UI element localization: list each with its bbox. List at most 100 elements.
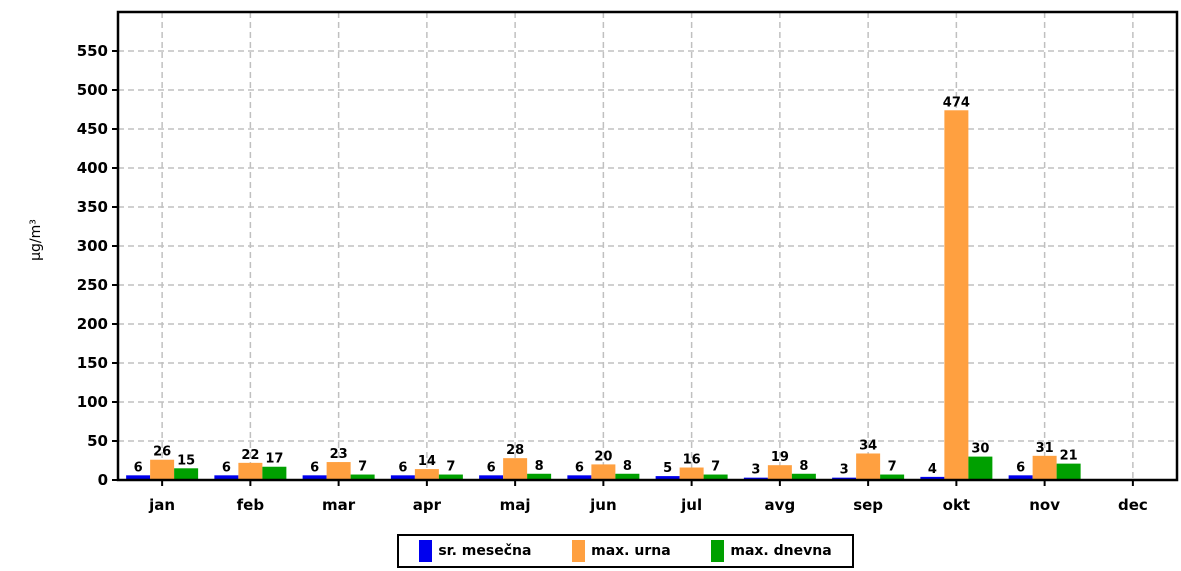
x-tick-label: okt [943,496,970,514]
bar [944,110,969,480]
x-tick-label: mar [322,496,356,514]
y-tick-label: 50 [87,432,108,450]
data-label: 6 [1016,460,1025,475]
data-label: 31 [1036,441,1054,456]
legend-label-max-urna: max. urna [591,543,671,559]
legend-item-max-dnevna: max. dnevna [711,540,832,562]
data-label: 8 [623,459,632,474]
data-label: 28 [506,443,524,458]
data-label: 7 [446,460,455,475]
legend-label-max-dnevna: max. dnevna [730,543,832,559]
data-label: 3 [751,463,760,478]
x-tick-label: nov [1029,496,1060,514]
data-label: 7 [358,460,367,475]
y-tick-label: 100 [77,393,108,411]
bar [262,466,287,480]
bar [126,475,151,480]
legend-swatch-sr-mesecna [419,540,433,562]
data-label: 26 [153,445,171,460]
x-tick-label: apr [413,496,442,514]
data-label: 6 [398,460,407,475]
data-label: 22 [241,448,259,463]
bar [1056,463,1081,480]
bar [326,462,351,480]
data-label: 474 [943,95,970,110]
data-label: 6 [487,460,496,475]
legend-label-sr-mesecna: sr. mesečna [438,543,532,559]
bar [479,475,504,480]
x-tick-label: maj [500,496,531,514]
data-label: 30 [971,442,989,457]
data-label: 8 [799,459,808,474]
data-label: 6 [134,460,143,475]
bar [150,459,175,480]
bar [655,476,680,480]
bar [390,475,415,480]
bar [414,469,439,480]
bar [174,468,199,480]
y-tick-label: 550 [77,42,108,60]
y-tick-label: 300 [77,237,108,255]
data-label: 4 [928,462,937,477]
y-tick-label: 400 [77,159,108,177]
bar [238,462,263,480]
data-label: 6 [310,460,319,475]
data-label: 7 [888,460,897,475]
plot-frame [116,10,1179,482]
bar [615,473,640,480]
legend-swatch-max-urna [572,540,586,562]
bar [880,474,905,480]
data-label: 7 [711,460,720,475]
bars [126,110,1081,480]
data-label: 20 [594,449,612,464]
bar [703,474,728,480]
data-label: 6 [575,460,584,475]
x-tick-label: dec [1118,496,1148,514]
data-label: 15 [177,453,195,468]
data-label: 6 [222,460,231,475]
y-tick-labels: 0 50 100 150 200 250 300 350 400 450 500 550 [77,42,108,489]
data-label: 5 [663,461,672,476]
bar [567,475,592,480]
data-label: 23 [330,447,348,462]
data-label: 17 [265,452,283,467]
axes [112,10,1179,486]
legend-item-max-urna: max. urna [572,540,671,562]
bar [679,467,704,480]
data-label: 21 [1060,449,1078,464]
bar [767,465,792,480]
legend: sr. mesečna max. urna max. dnevna [397,534,854,568]
y-tick-label: 350 [77,198,108,216]
bar [968,456,993,480]
x-tick-label: jul [680,496,702,514]
x-tick-label: jan [148,496,175,514]
data-label: 19 [771,450,789,465]
data-label: 3 [840,463,849,478]
bar [214,475,239,480]
bar [1032,455,1057,480]
y-tick-label: 500 [77,81,108,99]
x-tick-label: feb [237,496,265,514]
x-tick-labels: jan feb mar apr maj jun jul avg sep okt nov dec [148,496,1148,514]
bar [920,476,945,480]
x-tick-label: sep [853,496,883,514]
bar [503,458,528,480]
bar [438,474,463,480]
x-tick-label: avg [765,496,796,514]
data-label: 16 [683,453,701,468]
x-tick-label: jun [589,496,617,514]
bar [856,453,881,480]
gridlines [118,12,1177,480]
data-label: 8 [535,459,544,474]
bar [527,473,552,480]
y-tick-label: 200 [77,315,108,333]
bar [1008,475,1033,480]
y-tick-label: 0 [98,471,108,489]
y-axis-label: µg/m³ [28,219,44,261]
bar [791,473,816,480]
bar [302,475,327,480]
y-tick-label: 450 [77,120,108,138]
bar [350,474,375,480]
